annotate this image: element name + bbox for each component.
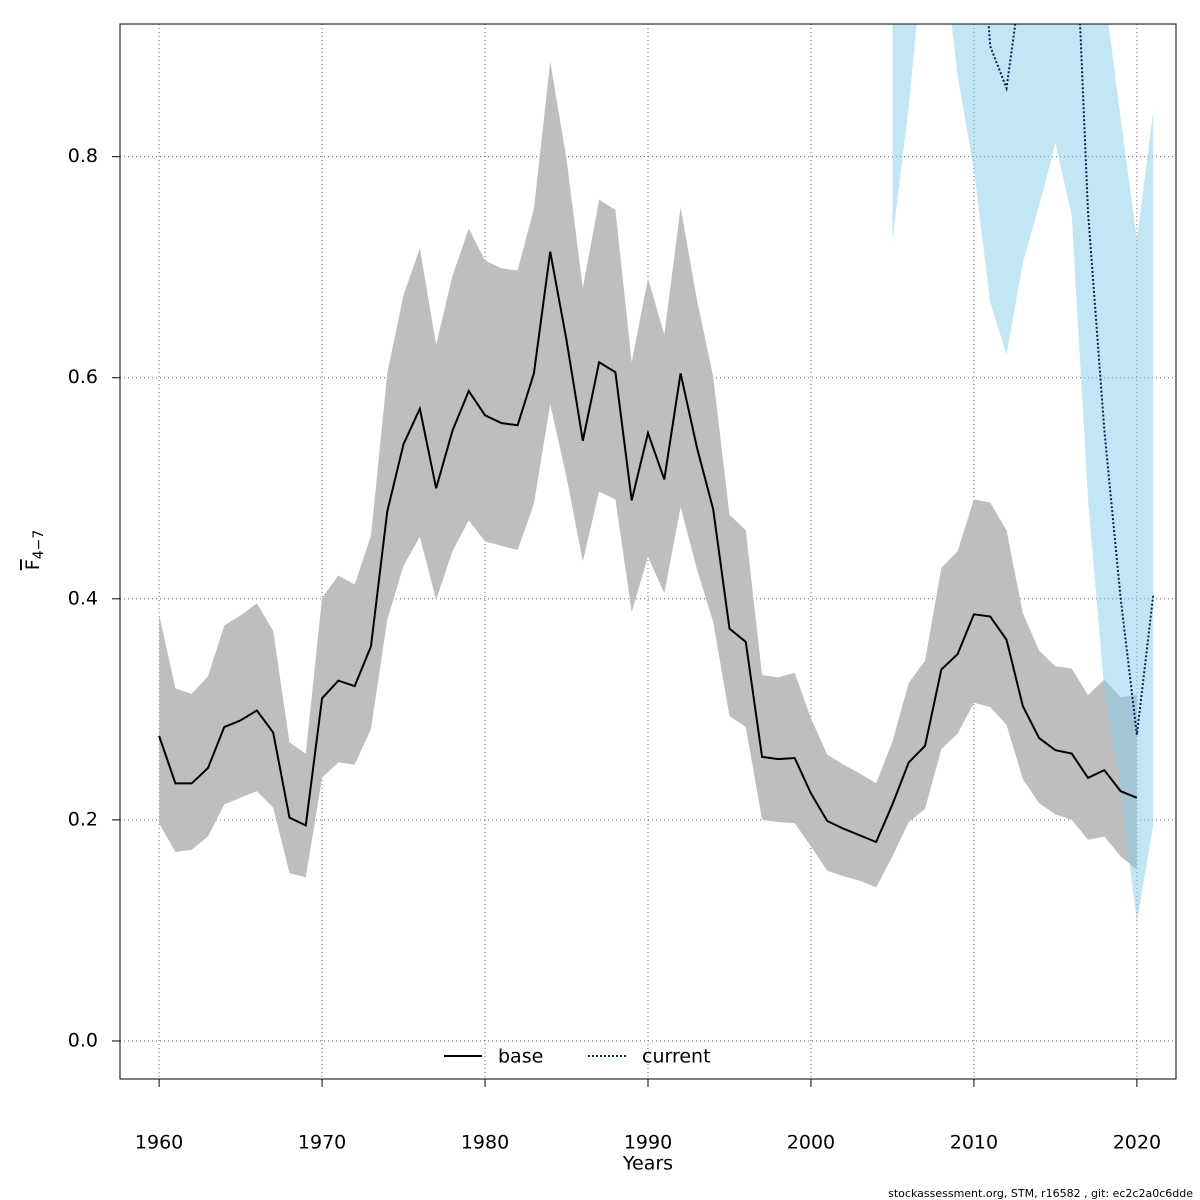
y-tick-label: 0.2 [68, 808, 98, 830]
x-tick-label: 1970 [298, 1132, 346, 1154]
x-tick-label: 1960 [135, 1132, 183, 1154]
plot-area [120, 24, 1176, 1079]
y-tick-label: 0.6 [68, 366, 98, 388]
legend-label: base [498, 1046, 543, 1068]
y-tick-label: 0.8 [68, 145, 98, 167]
series-line [158, 251, 1138, 844]
x-tick-label: 1990 [624, 1132, 672, 1154]
y-tick-label: 0.4 [68, 587, 98, 609]
x-axis-label: Years [622, 1153, 673, 1175]
confidence-band [892, 24, 1154, 923]
confidence-band [159, 61, 1137, 888]
y-axis-label-sub: 4−7 [31, 530, 47, 560]
x-tick-label: 2000 [787, 1132, 835, 1154]
x-tick-label: 2020 [1113, 1132, 1161, 1154]
x-tick-label: 2010 [950, 1132, 998, 1154]
y-axis-label-main: F [22, 559, 44, 570]
y-tick-label: 0.0 [68, 1029, 98, 1051]
y-axis-label: F4−7 [22, 530, 48, 570]
x-tick-label: 1980 [461, 1132, 509, 1154]
legend-label: current [642, 1046, 711, 1068]
footer: stockassessment.org, STM, r16582 , git: … [888, 1187, 1193, 1200]
